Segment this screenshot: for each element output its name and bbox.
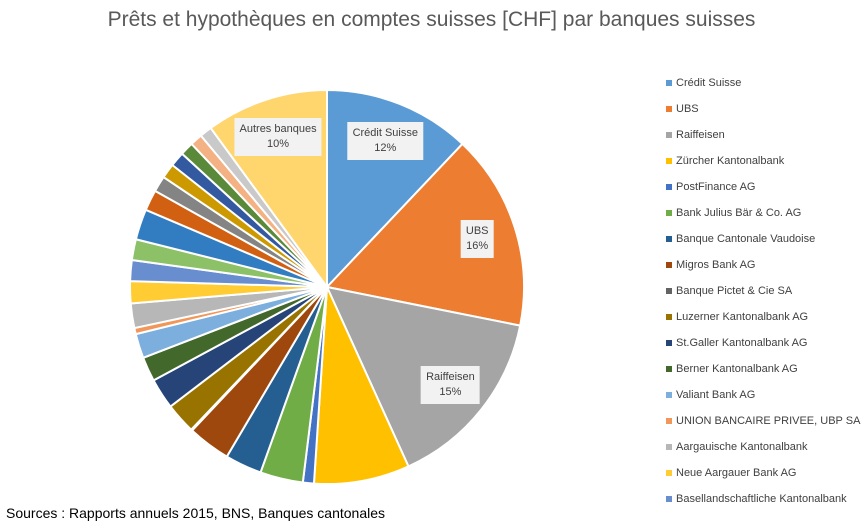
data-label: Autres banques 10% bbox=[234, 118, 322, 157]
data-label: UBS 16% bbox=[460, 220, 494, 259]
legend-item: PostFinance AG bbox=[666, 174, 860, 200]
legend-item: Luzerner Kantonalbank AG bbox=[666, 304, 860, 330]
legend-label: Bank Julius Bär & Co. AG bbox=[676, 207, 802, 219]
data-label: Crédit Suisse 12% bbox=[347, 121, 423, 160]
source-note: Sources : Rapports annuels 2015, BNS, Ba… bbox=[6, 505, 386, 521]
legend-label: Basellandschaftliche Kantonalbank bbox=[676, 493, 847, 505]
legend-label: Luzerner Kantonalbank AG bbox=[676, 311, 809, 323]
pie-slice-ubs bbox=[325, 142, 525, 327]
legend-label: St.Galler Kantonalbank AG bbox=[676, 337, 808, 349]
legend-swatch bbox=[666, 236, 672, 242]
pie-slice-z-rcher-kantonalbank bbox=[312, 286, 410, 485]
legend-swatch bbox=[666, 80, 672, 86]
data-label: Raiffeisen 15% bbox=[421, 365, 480, 404]
legend-swatch bbox=[666, 444, 672, 450]
legend-swatch bbox=[666, 262, 672, 268]
legend-swatch bbox=[666, 418, 672, 424]
legend-item: Banque Pictet & Cie SA bbox=[666, 278, 860, 304]
data-label-value: 10% bbox=[267, 138, 290, 151]
legend-label: Zürcher Kantonalbank bbox=[676, 155, 785, 167]
legend-label: Valiant Bank AG bbox=[676, 389, 756, 401]
legend-item: Aargauische Kantonalbank bbox=[666, 434, 860, 460]
legend-swatch bbox=[666, 288, 672, 294]
chart-title: Prêts et hypothèques en comptes suisses … bbox=[107, 8, 756, 31]
legend-swatch bbox=[666, 184, 672, 190]
legend: Crédit Suisse UBS Raiffeisen Zürcher Kanton… bbox=[666, 70, 860, 512]
legend-label: Crédit Suisse bbox=[676, 77, 742, 89]
data-label-value: 16% bbox=[466, 240, 489, 253]
legend-swatch bbox=[666, 106, 672, 112]
legend-swatch bbox=[666, 496, 672, 502]
legend-swatch bbox=[666, 132, 672, 138]
legend-swatch bbox=[666, 158, 672, 164]
legend-item: Zürcher Kantonalbank bbox=[666, 148, 860, 174]
legend-item: UNION BANCAIRE PRIVEE, UBP SA bbox=[666, 408, 860, 434]
legend-item: Neue Aargauer Bank AG bbox=[666, 460, 860, 486]
legend-swatch bbox=[666, 366, 672, 372]
legend-label: UNION BANCAIRE PRIVEE, UBP SA bbox=[676, 415, 861, 427]
legend-item: Bank Julius Bär & Co. AG bbox=[666, 200, 860, 226]
legend-label: Neue Aargauer Bank AG bbox=[676, 467, 797, 479]
legend-label: Aargauische Kantonalbank bbox=[676, 441, 808, 453]
legend-item: Basellandschaftliche Kantonalbank bbox=[666, 486, 860, 512]
data-label-name: UBS bbox=[465, 225, 489, 238]
legend-item: St.Galler Kantonalbank AG bbox=[666, 330, 860, 356]
legend-swatch bbox=[666, 314, 672, 320]
data-label-value: 15% bbox=[439, 385, 462, 398]
legend-swatch bbox=[666, 340, 672, 346]
legend-swatch bbox=[666, 392, 672, 398]
legend-label: Migros Bank AG bbox=[676, 259, 756, 271]
legend-item: Berner Kantonalbank AG bbox=[666, 356, 860, 382]
data-label-name: Autres banques bbox=[239, 123, 317, 136]
legend-item: Migros Bank AG bbox=[666, 252, 860, 278]
data-label-name: Raiffeisen bbox=[426, 370, 475, 383]
legend-item: Raiffeisen bbox=[666, 122, 860, 148]
data-label-value: 12% bbox=[374, 141, 397, 154]
legend-label: Raiffeisen bbox=[676, 129, 725, 141]
legend-item: UBS bbox=[666, 96, 860, 122]
legend-label: Banque Pictet & Cie SA bbox=[676, 285, 793, 297]
legend-label: PostFinance AG bbox=[676, 181, 756, 193]
legend-label: Berner Kantonalbank AG bbox=[676, 363, 798, 375]
legend-item: Valiant Bank AG bbox=[666, 382, 860, 408]
legend-swatch bbox=[666, 210, 672, 216]
legend-label: Banque Cantonale Vaudoise bbox=[676, 233, 816, 245]
legend-item: Crédit Suisse bbox=[666, 70, 860, 96]
legend-item: Banque Cantonale Vaudoise bbox=[666, 226, 860, 252]
legend-swatch bbox=[666, 470, 672, 476]
legend-label: UBS bbox=[676, 103, 699, 115]
data-label-name: Crédit Suisse bbox=[352, 126, 418, 139]
